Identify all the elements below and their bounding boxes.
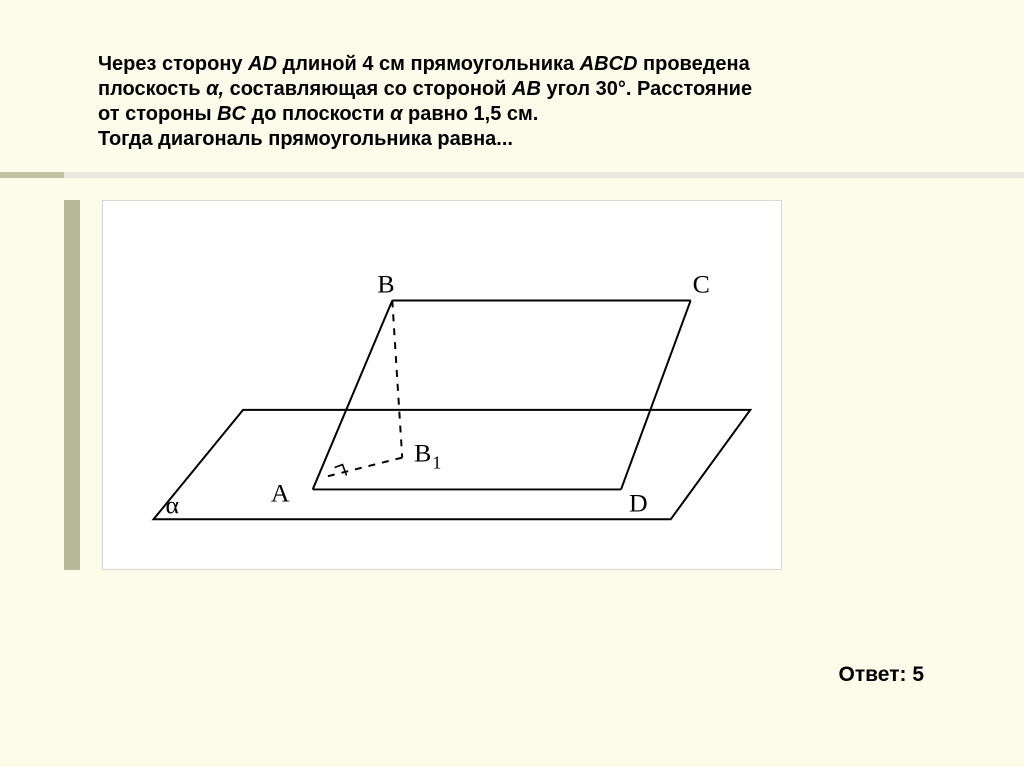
- label-B1: B1: [414, 439, 441, 473]
- side-stripe: [64, 200, 80, 570]
- accent-divider: [0, 172, 1024, 178]
- diagram-svg: A B C D α B1: [103, 201, 781, 569]
- geometry-diagram: A B C D α B1: [102, 200, 782, 570]
- answer-text: Ответ: 5: [839, 663, 924, 687]
- label-D: D: [629, 488, 648, 517]
- label-A: A: [271, 478, 290, 507]
- label-alpha: α: [166, 490, 180, 519]
- label-C: C: [693, 270, 710, 299]
- problem-statement: Через сторону AD длиной 4 см прямоугольн…: [98, 52, 964, 152]
- label-B: B: [377, 270, 394, 299]
